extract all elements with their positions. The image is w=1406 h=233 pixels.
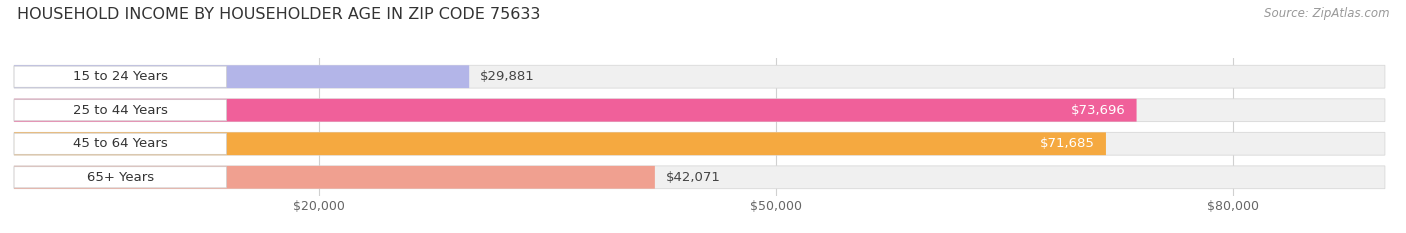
FancyBboxPatch shape <box>14 132 1107 155</box>
FancyBboxPatch shape <box>14 132 1385 155</box>
Text: $42,071: $42,071 <box>666 171 721 184</box>
FancyBboxPatch shape <box>14 167 226 188</box>
FancyBboxPatch shape <box>14 100 226 121</box>
Text: 25 to 44 Years: 25 to 44 Years <box>73 104 167 117</box>
Text: 15 to 24 Years: 15 to 24 Years <box>73 70 167 83</box>
Text: $29,881: $29,881 <box>481 70 534 83</box>
Text: $73,696: $73,696 <box>1071 104 1126 117</box>
FancyBboxPatch shape <box>14 166 1385 189</box>
FancyBboxPatch shape <box>14 66 226 87</box>
FancyBboxPatch shape <box>14 65 1385 88</box>
FancyBboxPatch shape <box>14 166 655 189</box>
Text: Source: ZipAtlas.com: Source: ZipAtlas.com <box>1264 7 1389 20</box>
FancyBboxPatch shape <box>14 99 1385 122</box>
Text: $71,685: $71,685 <box>1040 137 1095 150</box>
FancyBboxPatch shape <box>14 65 470 88</box>
FancyBboxPatch shape <box>14 99 1136 122</box>
FancyBboxPatch shape <box>14 133 226 154</box>
Text: 65+ Years: 65+ Years <box>87 171 153 184</box>
Text: 45 to 64 Years: 45 to 64 Years <box>73 137 167 150</box>
Text: HOUSEHOLD INCOME BY HOUSEHOLDER AGE IN ZIP CODE 75633: HOUSEHOLD INCOME BY HOUSEHOLDER AGE IN Z… <box>17 7 540 22</box>
